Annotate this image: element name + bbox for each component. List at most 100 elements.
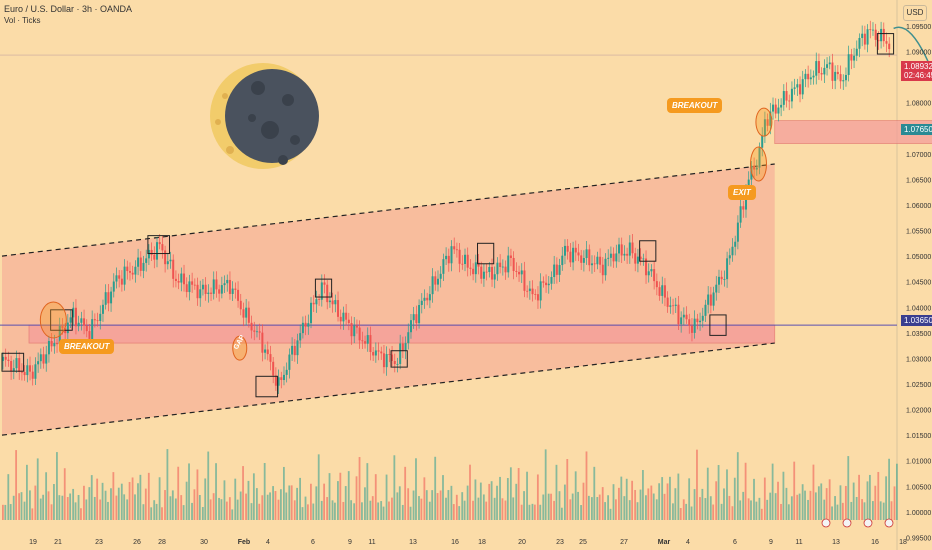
candle-body [199,289,202,299]
volume-bar [239,491,242,520]
volume-bar [263,462,266,520]
volume-bar [574,471,577,520]
volume-bar [231,509,234,520]
currency-button[interactable]: USD [903,5,927,21]
candle-body [812,75,815,78]
volume-bar [715,481,718,520]
volume-bar [817,486,820,520]
volume-bar [452,504,455,520]
volume-bar [758,497,761,520]
volume-bar [550,493,552,520]
volume-bar [515,483,518,520]
volume-bar [398,486,401,520]
volume-bar [539,504,542,520]
candle-body [77,322,80,327]
candle-body [315,299,318,305]
candle-body [607,257,610,259]
candle-body [780,104,783,108]
volume-bar [110,488,112,520]
volume-bar [607,495,610,520]
x-tick-label: 19 [29,539,37,546]
volume-bar [234,478,237,520]
candle-body [466,254,469,268]
candle-body [255,331,258,333]
volume-bar [512,497,515,520]
volume-bar [750,500,752,520]
volume-bar [623,496,626,520]
volume-bar [99,499,102,520]
support-resistance-zone [28,324,776,344]
volume-bar [215,463,217,520]
candle-body [69,317,72,323]
volume-bar [212,493,215,520]
volume-bar [482,494,485,520]
volume-bar [861,499,863,520]
candle-body [577,252,580,256]
candle-body [720,276,723,280]
candle-body [428,294,431,301]
volume-bar [871,501,874,520]
volume-bar [560,507,563,520]
volume-bar [272,486,274,520]
candle-body [469,267,472,269]
volume-bar [847,456,850,520]
marked-pattern-box [255,375,279,398]
marked-pattern-box [50,309,73,331]
volume-bar [461,492,464,520]
candle-body [337,300,340,317]
candle-body [345,312,348,320]
candle-body [20,371,23,373]
candle-body [528,288,531,292]
volume-bar [339,472,342,520]
candle-body [83,318,86,326]
volume-bar [593,466,596,520]
volume-indicator-label[interactable]: Vol · Ticks [4,16,41,25]
volume-bar [834,496,836,520]
x-tick-label: 4 [686,539,690,546]
candle-body [156,242,159,260]
volume-bar [536,474,539,520]
candle-body [880,28,883,42]
volume-bar [793,461,796,520]
candle-body [531,288,534,295]
volume-bar [809,490,812,520]
x-tick-label: 4 [266,539,270,546]
candle-body [788,100,791,102]
volume-bar [88,487,91,520]
moon-crater-icon [282,94,294,106]
candle-body [680,317,683,325]
volume-bar [666,483,669,520]
volume-bar [207,451,210,520]
volume-bar [177,466,180,520]
volume-bar [201,507,204,520]
candle-body [12,368,15,372]
volume-bar [604,502,607,520]
volume-bar [796,494,799,520]
volume-bar [553,500,555,520]
marked-pattern-box [1,352,25,372]
candle-body [420,300,423,306]
volume-bar [466,485,469,520]
volume-bar [674,488,677,520]
volume-bar [42,494,45,520]
candle-body [790,88,793,102]
y-tick-label: 1.00500 [906,484,931,491]
x-tick-label: 6 [311,539,315,546]
volume-bar [531,503,534,520]
volume-bar [385,474,388,520]
candle-body [401,343,404,351]
countdown-timer: 02:46:45 [904,71,932,80]
candle-body [220,285,223,294]
candle-body [609,253,612,258]
candle-body [504,266,507,273]
volume-bar [712,504,715,520]
candle-body [682,314,685,318]
volume-bar [250,503,253,520]
volume-bar [101,482,104,520]
volume-bar [504,500,507,520]
candle-body [555,264,558,275]
volume-bar [472,500,474,520]
volume-bar [836,504,839,520]
candle-body [618,244,621,254]
